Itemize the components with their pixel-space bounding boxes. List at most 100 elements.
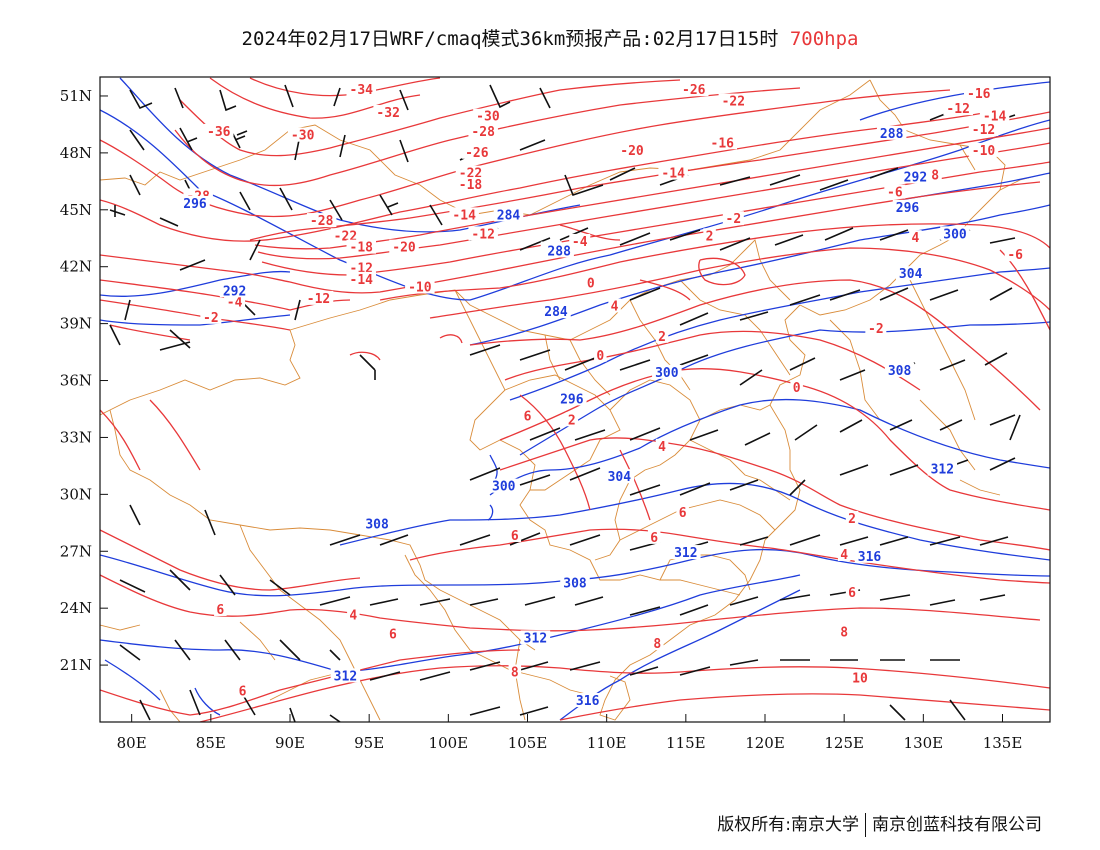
temperature-label-bg: [845, 510, 859, 525]
height-label-bg: [219, 283, 250, 298]
temperature-label: -36: [207, 125, 231, 140]
plot-frame: [99, 76, 1051, 723]
temperature-label: 6: [848, 586, 856, 601]
temperature-label-bg: [330, 228, 361, 243]
temperature-label-bg: [521, 408, 534, 423]
temperature-label: -20: [392, 241, 416, 256]
temperature-label: -12: [307, 292, 330, 307]
temperature-label: -6: [887, 186, 903, 201]
height-label-bg: [940, 226, 970, 241]
temperature-label-bg: [584, 275, 598, 290]
temperature-label: 6: [239, 685, 247, 700]
temperature-label: -12: [471, 227, 494, 242]
height-label-bg: [892, 199, 923, 214]
temperature-label-bg: [373, 104, 403, 119]
height-label-bg: [557, 391, 587, 406]
temperature-label-bg: [214, 601, 227, 616]
lon-tick-label: 125E: [824, 734, 864, 752]
temperature-label-bg: [964, 85, 994, 100]
temperature-label: -4: [572, 235, 588, 250]
temperature-label-bg: [608, 298, 621, 313]
temperature-label: 2: [706, 229, 714, 244]
temperature-label-bg: [224, 294, 246, 309]
temperature-label-bg: [449, 207, 479, 222]
copyright: 版权所有:南京大学 南京创蓝科技有限公司: [717, 810, 1042, 837]
temperature-label-bg: [658, 165, 688, 180]
wind-barbs: [109, 84, 1021, 722]
height-label-bg: [362, 516, 392, 531]
temperature-label: 6: [216, 603, 224, 618]
temperature-label-bg: [389, 239, 419, 254]
temperature-label: 0: [587, 277, 595, 292]
height-label: 312: [524, 631, 547, 646]
temperature-label: -12: [972, 123, 995, 138]
temperature-label-bg: [455, 165, 486, 180]
temperature-label: 8: [653, 637, 661, 652]
temperature-label: -2: [203, 311, 219, 326]
lon-tick-label: 90E: [275, 734, 305, 752]
height-label: 300: [655, 366, 679, 381]
temperature-label-bg: [865, 321, 887, 336]
lat-tick-label: 30N: [60, 485, 92, 503]
height-label: 292: [223, 284, 246, 299]
temperature-label-bg: [837, 546, 851, 561]
temperature-label-bg: [1004, 247, 1026, 262]
temperature-label-bg: [943, 101, 973, 116]
lat-tick-label: 27N: [60, 542, 92, 560]
height-label: 316: [576, 694, 600, 709]
temperature-label: -10: [408, 280, 432, 295]
height-label-bg: [520, 630, 551, 645]
height-label: 300: [492, 480, 516, 495]
temperature-label: -6: [1007, 248, 1023, 263]
temperature-label-bg: [884, 184, 906, 199]
temperature-label-bg: [651, 636, 664, 651]
temperature-label: -34: [350, 83, 374, 98]
temperature-label: -30: [291, 129, 315, 144]
temperature-label: 2: [848, 512, 856, 527]
lat-tick-label: 48N: [60, 144, 92, 162]
temperature-label-bg: [347, 607, 360, 622]
lon-tick-label: 115E: [666, 734, 706, 752]
temperature-label-bg: [617, 142, 647, 157]
plot-area: [100, 77, 1050, 722]
temperature-label-bg: [473, 108, 503, 123]
title-level: 700hpa: [789, 28, 859, 50]
height-label: 308: [888, 364, 912, 379]
temperature-label-bg: [462, 144, 492, 159]
height-label-bg: [854, 548, 885, 563]
height-label-bg: [900, 169, 931, 184]
temperature-label: -18: [350, 241, 374, 256]
lon-tick-label: 100E: [429, 734, 469, 752]
height-labels: 2962842882922843002962882922963003043083…: [180, 125, 970, 709]
lon-tick-label: 130E: [904, 734, 944, 752]
temperature-label-bg: [594, 347, 607, 362]
temperature-label-bg: [909, 230, 922, 245]
temperature-label-bg: [204, 123, 234, 138]
temperature-label: -22: [722, 95, 745, 110]
height-label-bg: [671, 545, 701, 560]
temperature-label: -12: [946, 102, 969, 117]
lat-tick-label: 24N: [60, 599, 92, 617]
temperature-label: 10: [852, 671, 868, 686]
temperature-label-bg: [968, 122, 999, 137]
height-label-bg: [493, 207, 524, 222]
lon-tick-label: 85E: [196, 734, 226, 752]
temperature-label-bg: [655, 328, 669, 343]
height-label: 300: [943, 227, 967, 242]
temperature-label: 0: [793, 381, 801, 396]
temperature-label: -2: [868, 322, 884, 337]
temperature-label-bg: [679, 82, 709, 97]
temperature-label: -14: [350, 273, 374, 288]
copyright-left: 版权所有:南京大学: [717, 815, 859, 835]
temperature-label-bg: [346, 271, 376, 286]
temperature-label-bg: [837, 624, 851, 639]
title-main: 2024年02月17日WRF/cmaq模式36km预报产品:02月17日15时: [241, 28, 779, 50]
temperature-label: -16: [711, 136, 735, 151]
temperature-label-bg: [346, 239, 376, 254]
temperature-label: 6: [511, 529, 519, 544]
height-label-bg: [895, 266, 926, 281]
lon-tick-label: 120E: [745, 734, 785, 752]
temperature-label: -14: [452, 208, 476, 223]
height-label: 304: [608, 470, 632, 485]
